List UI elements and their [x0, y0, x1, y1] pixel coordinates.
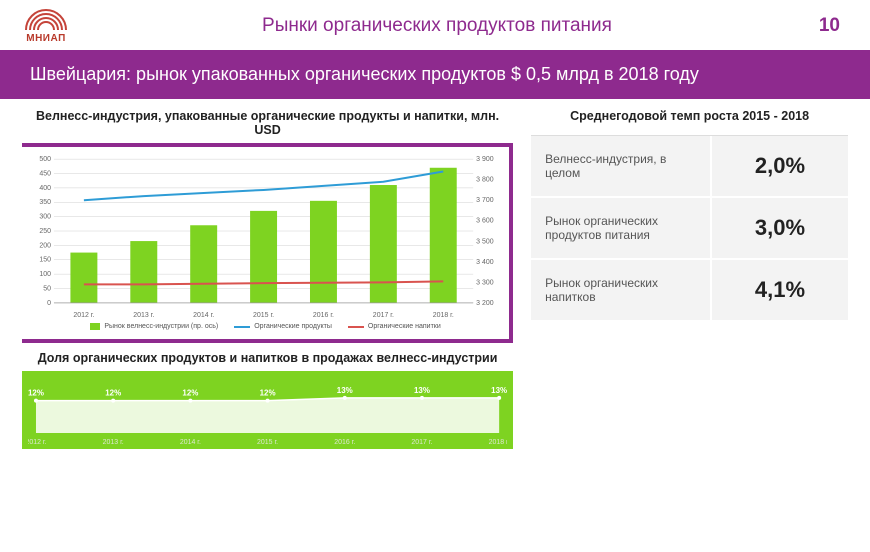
- svg-text:2015 г.: 2015 г.: [253, 312, 274, 319]
- svg-text:3 900: 3 900: [476, 156, 494, 163]
- legend-red: Органические напитки: [348, 323, 441, 330]
- svg-text:2016 г.: 2016 г.: [313, 312, 334, 319]
- chart2: 12% 2012 г. 12% 2013 г. 12% 2014 г. 12% 2015 г.…: [22, 371, 513, 449]
- table-row: Рынок органических напитков4,1%: [531, 260, 848, 322]
- svg-text:3 800: 3 800: [476, 177, 494, 184]
- svg-text:3 600: 3 600: [476, 218, 494, 225]
- svg-text:13%: 13%: [491, 386, 507, 395]
- svg-text:2017 г.: 2017 г.: [411, 439, 432, 445]
- chart1-title: Велнесс-индустрия, упакованные органичес…: [22, 109, 513, 137]
- content: Велнесс-индустрия, упакованные органичес…: [0, 99, 870, 455]
- svg-text:50: 50: [43, 286, 51, 293]
- svg-text:400: 400: [39, 185, 51, 192]
- growth-table: Велнесс-индустрия, в целом2,0%Рынок орга…: [531, 135, 848, 322]
- chart1: 0 50 100 150 200 250 300 350 400 450 500 3 200 3 300…: [22, 143, 513, 343]
- legend-bar: Рынок велнесс-индустрии (пр. ось): [90, 323, 218, 330]
- table-row: Велнесс-индустрия, в целом2,0%: [531, 135, 848, 198]
- title-wrap: Рынки органических продуктов питания: [74, 15, 800, 37]
- page-number: 10: [800, 15, 840, 37]
- svg-text:12%: 12%: [260, 389, 276, 398]
- table-cell-label: Рынок органических напитков: [531, 260, 710, 320]
- svg-text:3 200: 3 200: [476, 300, 494, 307]
- logo: МНИАП: [18, 8, 74, 44]
- svg-text:350: 350: [39, 199, 51, 206]
- chart2-svg: 12% 2012 г. 12% 2013 г. 12% 2014 г. 12% 2015 г.…: [28, 375, 507, 445]
- svg-text:3 700: 3 700: [476, 197, 494, 204]
- header: МНИАП Рынки органических продуктов питан…: [0, 0, 870, 50]
- svg-text:500: 500: [39, 156, 51, 163]
- svg-text:250: 250: [39, 228, 51, 235]
- svg-text:2013 г.: 2013 г.: [103, 439, 124, 445]
- logo-text: МНИАП: [26, 33, 66, 44]
- svg-text:2012 г.: 2012 г.: [73, 312, 94, 319]
- svg-text:2016 г.: 2016 г.: [334, 439, 355, 445]
- svg-text:2018 г.: 2018 г.: [433, 312, 454, 319]
- svg-text:200: 200: [39, 242, 51, 249]
- svg-text:2015 г.: 2015 г.: [257, 439, 278, 445]
- logo-icon: [24, 8, 68, 32]
- svg-text:3 400: 3 400: [476, 259, 494, 266]
- svg-text:12%: 12%: [28, 389, 44, 398]
- chart1-legend: Рынок велнесс-индустрии (пр. ось) Органи…: [26, 323, 505, 330]
- legend-bar-label: Рынок велнесс-индустрии (пр. ось): [104, 323, 218, 330]
- banner: Швейцария: рынок упакованных органически…: [0, 50, 870, 99]
- chart1-svg: 0 50 100 150 200 250 300 350 400 450 500 3 200 3 300…: [26, 153, 505, 321]
- table-row: Рынок органических продуктов питания3,0%: [531, 198, 848, 260]
- table-title: Среднегодовой темп роста 2015 - 2018: [531, 109, 848, 123]
- legend-red-label: Органические напитки: [368, 323, 441, 330]
- chart2-title: Доля органических продуктов и напитков в…: [22, 351, 513, 365]
- svg-text:12%: 12%: [182, 389, 198, 398]
- svg-text:150: 150: [39, 257, 51, 264]
- table-cell-label: Велнесс-индустрия, в целом: [531, 136, 710, 196]
- svg-text:100: 100: [39, 271, 51, 278]
- svg-text:3 500: 3 500: [476, 238, 494, 245]
- svg-text:450: 450: [39, 171, 51, 178]
- page-title: Рынки органических продуктов питания: [74, 15, 800, 37]
- right-column: Среднегодовой темп роста 2015 - 2018 Вел…: [531, 109, 848, 449]
- legend-blue-label: Органические продукты: [254, 323, 332, 330]
- svg-text:2014 г.: 2014 г.: [180, 439, 201, 445]
- svg-text:13%: 13%: [414, 386, 430, 395]
- svg-text:13%: 13%: [337, 386, 353, 395]
- svg-text:2018 г.: 2018 г.: [489, 439, 508, 445]
- svg-text:3 300: 3 300: [476, 279, 494, 286]
- svg-text:2017 г.: 2017 г.: [373, 312, 394, 319]
- table-cell-value: 4,1%: [710, 260, 848, 320]
- legend-blue: Органические продукты: [234, 323, 332, 330]
- svg-text:12%: 12%: [105, 389, 121, 398]
- svg-text:300: 300: [39, 214, 51, 221]
- svg-text:0: 0: [47, 300, 51, 307]
- left-column: Велнесс-индустрия, упакованные органичес…: [22, 109, 513, 449]
- svg-text:2014 г.: 2014 г.: [193, 312, 214, 319]
- svg-text:2012 г.: 2012 г.: [28, 439, 47, 445]
- table-title-text: Среднегодовой темп роста 2015 - 2018: [570, 109, 809, 123]
- svg-text:2013 г.: 2013 г.: [133, 312, 154, 319]
- table-cell-value: 3,0%: [710, 198, 848, 258]
- table-cell-label: Рынок органических продуктов питания: [531, 198, 710, 258]
- table-cell-value: 2,0%: [710, 136, 848, 196]
